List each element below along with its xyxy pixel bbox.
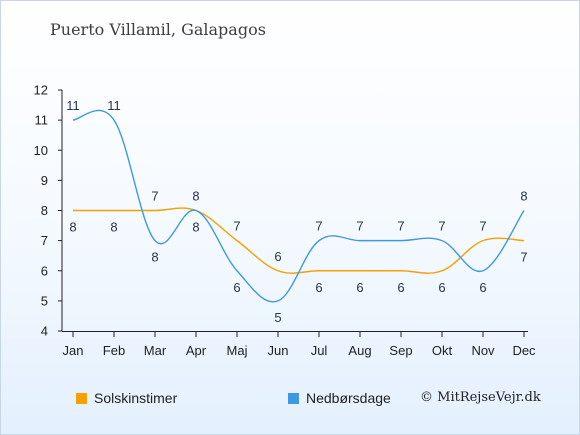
copyright-text: © MitRejseVejr.dk xyxy=(420,390,541,405)
data-label-rain-days: 5 xyxy=(274,310,281,325)
legend-item-sunshine: Solskinstimer xyxy=(76,390,177,406)
data-label-sunshine: 7 xyxy=(520,250,527,265)
x-tick-label: Aug xyxy=(348,343,371,358)
y-tick-label: 7 xyxy=(41,233,48,248)
y-tick-label: 9 xyxy=(41,173,48,188)
legend-label-sunshine: Solskinstimer xyxy=(94,390,178,406)
data-label-sunshine: 6 xyxy=(397,280,404,295)
data-label-sunshine: 6 xyxy=(438,280,445,295)
data-label-rain-days: 6 xyxy=(479,280,486,295)
legend-swatch-sunshine xyxy=(76,392,87,404)
data-label-rain-days: 7 xyxy=(315,219,322,234)
legend-item-rain-days: Nedbørsdage xyxy=(288,390,391,406)
data-label-rain-days: 7 xyxy=(397,219,404,234)
data-label-sunshine: 6 xyxy=(315,280,322,295)
x-tick-label: Okt xyxy=(432,343,453,358)
data-label-sunshine: 7 xyxy=(479,219,486,234)
y-tick-label: 11 xyxy=(35,113,49,128)
legend-label-rain-days: Nedbørsdage xyxy=(306,390,391,406)
data-label-rain-days: 8 xyxy=(151,250,158,265)
data-label-sunshine: 8 xyxy=(192,220,199,235)
data-label-rain-days: 8 xyxy=(520,189,527,204)
x-tick-label: Jul xyxy=(311,343,328,358)
data-label-rain-days: 7 xyxy=(438,219,445,234)
y-tick-label: 5 xyxy=(41,293,48,308)
x-tick-label: Apr xyxy=(186,343,207,358)
data-label-rain-days: 11 xyxy=(66,98,80,113)
x-tick-label: Jun xyxy=(268,343,289,358)
x-tick-label: Mar xyxy=(144,343,167,358)
x-tick-label: Feb xyxy=(103,343,125,358)
y-tick-label: 6 xyxy=(41,263,48,278)
data-label-sunshine: 6 xyxy=(356,280,363,295)
data-label-sunshine: 8 xyxy=(110,220,117,235)
x-tick-label: Nov xyxy=(471,343,495,358)
x-tick-label: Jan xyxy=(63,343,84,358)
data-label-rain-days: 11 xyxy=(107,98,121,113)
x-tick-label: Dec xyxy=(512,343,536,358)
y-tick-label: 8 xyxy=(41,203,48,218)
series-line-sunshine xyxy=(72,207,525,274)
x-tick-label: Maj xyxy=(227,343,248,358)
data-label-rain-days: 8 xyxy=(192,189,199,204)
series-line-rain-days xyxy=(72,109,525,303)
data-label-sunshine: 7 xyxy=(233,219,240,234)
chart-title: Puerto Villamil, Galapagos xyxy=(50,20,266,39)
legend-swatch-rain-days xyxy=(288,392,299,404)
data-label-rain-days: 7 xyxy=(356,219,363,234)
data-label-sunshine: 6 xyxy=(274,249,281,264)
y-tick-label: 4 xyxy=(41,324,48,339)
y-tick-label: 12 xyxy=(34,83,48,98)
x-tick-label: Sep xyxy=(389,343,412,358)
data-label-sunshine: 7 xyxy=(151,189,158,204)
data-label-rain-days: 6 xyxy=(233,280,240,295)
y-tick-label: 10 xyxy=(34,143,48,158)
data-label-sunshine: 8 xyxy=(69,220,76,235)
